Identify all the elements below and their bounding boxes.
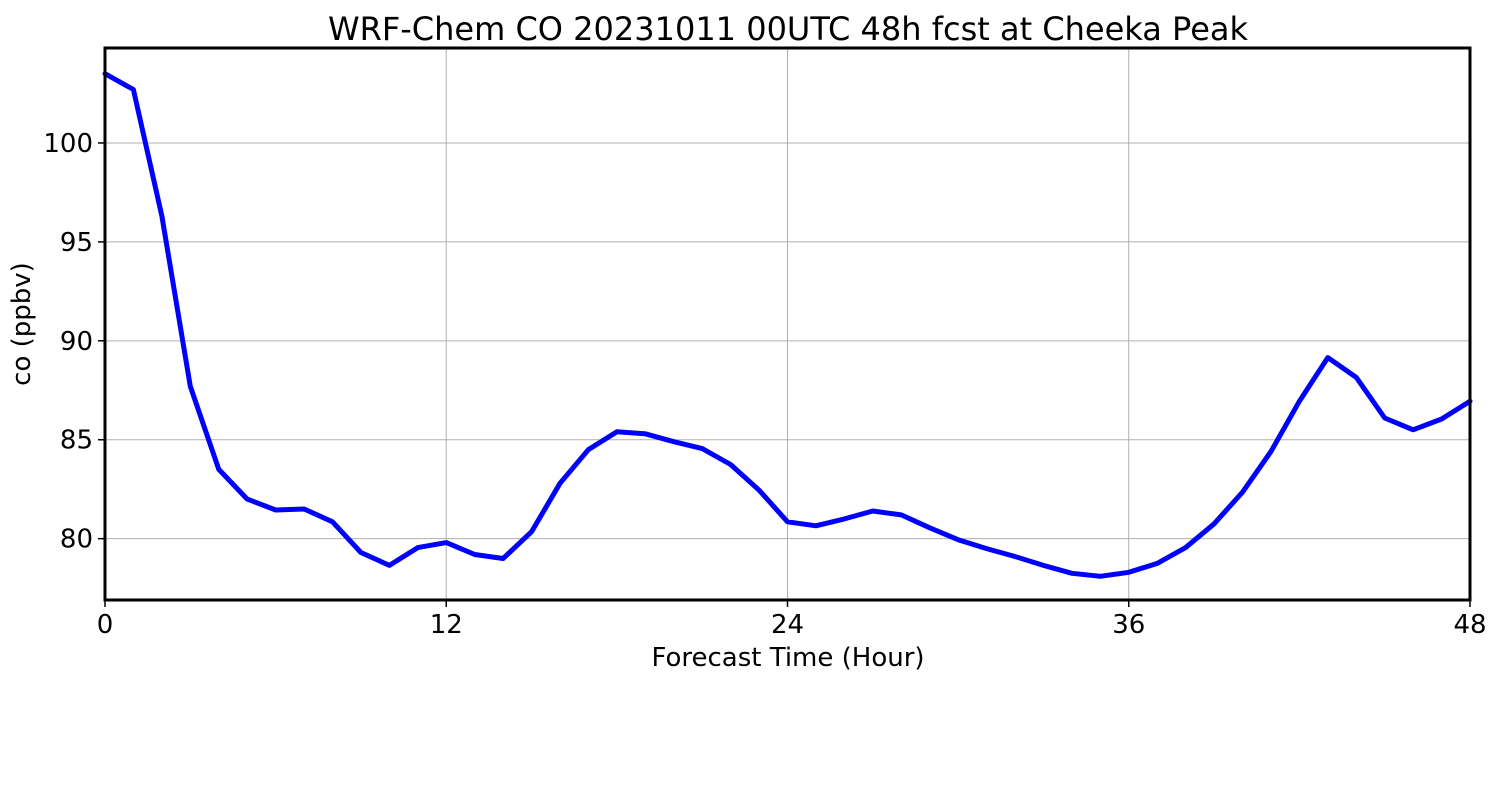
series-line-co: [102, 71, 1473, 579]
x-tick-label: 48: [1453, 610, 1486, 640]
y-tick-label: 95: [60, 228, 93, 258]
y-tick-labels: 80 85 90 95 100: [43, 129, 93, 555]
grid: [104, 48, 1471, 600]
x-tick-label: 0: [97, 610, 114, 640]
x-tick-label: 12: [430, 610, 463, 640]
x-tick-label: 36: [1112, 610, 1145, 640]
x-tick-labels: 0 12 24 36 48: [97, 610, 1487, 640]
plot-frame: [103, 46, 1472, 602]
x-axis-label: Forecast Time (Hour): [651, 643, 924, 673]
y-tick-label: 85: [60, 426, 93, 456]
y-tick-label: 80: [60, 525, 93, 555]
y-tick-label: 90: [60, 327, 93, 357]
chart-title: WRF-Chem CO 20231011 00UTC 48h fcst at C…: [328, 10, 1249, 48]
x-tick-label: 24: [771, 610, 804, 640]
y-axis-label: co (ppbv): [7, 262, 37, 386]
y-tick-label: 100: [43, 129, 93, 159]
axis-ticks: [98, 142, 1471, 607]
